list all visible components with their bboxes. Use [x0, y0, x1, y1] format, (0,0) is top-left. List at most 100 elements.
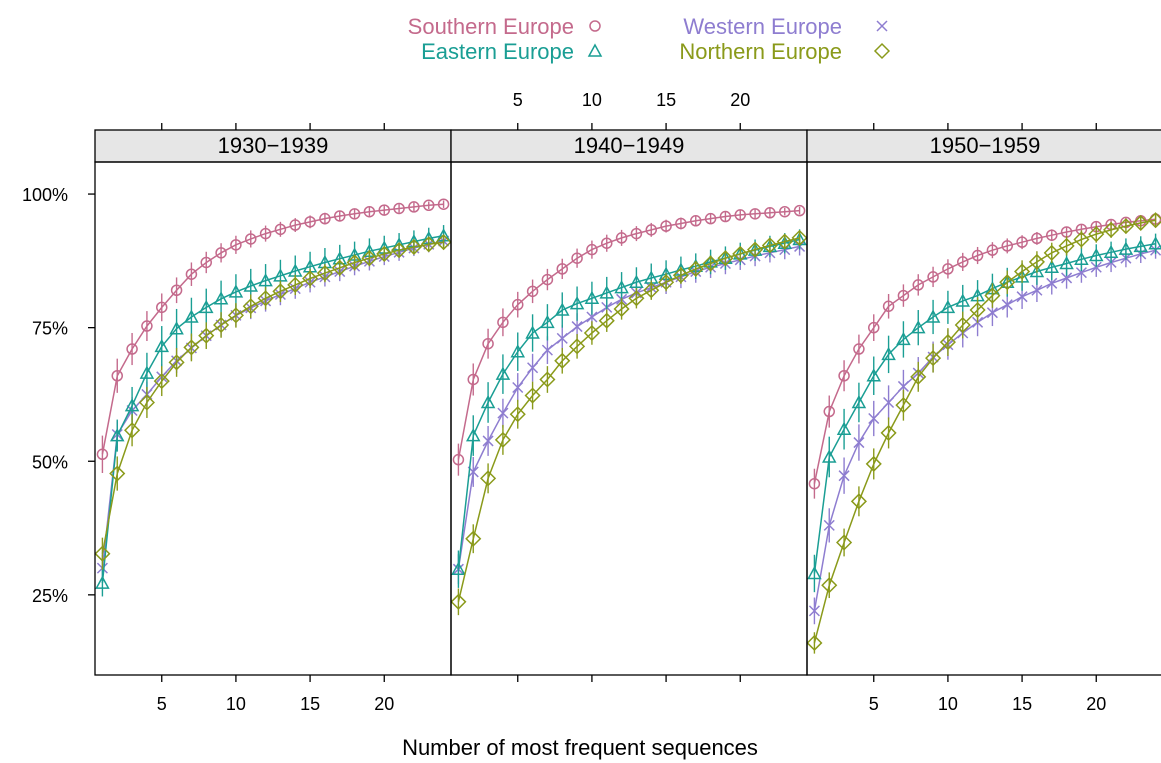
data-point	[452, 453, 465, 466]
series-line	[457, 238, 800, 570]
data-point	[614, 280, 629, 294]
series-line	[813, 219, 1156, 644]
data-point	[109, 428, 125, 442]
legend-label-northern-europe: Northern Europe	[679, 39, 842, 64]
series-line	[813, 218, 1156, 484]
panel-title: 1950−1959	[930, 133, 1041, 158]
data-point	[361, 250, 378, 267]
series-line	[457, 245, 800, 570]
data-point	[586, 311, 598, 323]
data-point	[257, 290, 274, 307]
data-point	[764, 207, 776, 219]
data-point	[153, 373, 170, 390]
series-western-europe	[96, 233, 450, 582]
data-point	[1103, 244, 1119, 259]
panel-title: 1930−1939	[218, 133, 329, 158]
data-point	[482, 337, 494, 350]
data-point	[1059, 255, 1074, 270]
data-point	[183, 339, 200, 356]
legend-label-western-europe: Western Europe	[683, 14, 842, 39]
data-point	[259, 227, 272, 240]
series-eastern-europe	[807, 233, 1161, 593]
data-point	[272, 283, 289, 300]
data-point	[717, 250, 734, 267]
series-line	[101, 240, 444, 569]
data-point	[747, 241, 764, 258]
data-point	[556, 332, 568, 344]
data-point	[704, 212, 717, 225]
data-point	[554, 302, 570, 316]
data-point	[939, 334, 956, 351]
data-point	[378, 204, 390, 216]
x-tick-label-top: 15	[656, 90, 676, 110]
x-tick-label: 15	[1012, 694, 1032, 714]
x-axis-label: Number of most frequent sequences	[402, 735, 758, 760]
data-point	[675, 217, 687, 230]
panel-strip	[450, 129, 808, 163]
data-point	[465, 428, 481, 442]
data-point	[732, 245, 749, 262]
data-point	[213, 316, 230, 334]
data-point	[823, 405, 835, 418]
data-point	[408, 201, 420, 213]
data-point	[423, 199, 435, 212]
data-point	[497, 407, 509, 419]
data-point	[1117, 218, 1134, 235]
x-tick-label: 15	[300, 694, 320, 714]
data-point	[779, 205, 791, 218]
x-tick-label: 5	[869, 694, 879, 714]
data-point	[658, 274, 675, 291]
data-point	[200, 256, 212, 269]
data-point	[376, 245, 393, 262]
data-point	[1118, 241, 1134, 255]
data-point	[615, 232, 628, 244]
data-point	[986, 307, 998, 319]
data-point	[791, 229, 808, 246]
data-point	[420, 236, 437, 253]
data-point	[215, 247, 227, 259]
data-point	[124, 422, 141, 439]
data-point	[1090, 261, 1102, 273]
data-point	[1043, 244, 1060, 261]
data-point	[999, 274, 1016, 291]
data-point	[1058, 237, 1075, 254]
data-point	[304, 216, 316, 228]
data-point	[850, 493, 867, 510]
legend-symbol-western-europe	[876, 20, 888, 32]
data-point	[969, 301, 986, 319]
data-point	[986, 244, 999, 256]
x-tick-label: 20	[374, 694, 394, 714]
data-point	[866, 368, 882, 382]
data-point	[645, 224, 657, 236]
x-tick-label-top: 5	[513, 90, 523, 110]
y-tick-label: 50%	[32, 452, 68, 472]
data-point	[761, 237, 778, 254]
data-point	[1103, 221, 1120, 238]
data-point	[957, 256, 969, 268]
data-point	[331, 259, 348, 276]
data-point	[228, 284, 244, 298]
series-northern-europe	[806, 212, 1161, 654]
data-point	[319, 212, 331, 225]
data-point	[853, 343, 865, 355]
data-point	[838, 370, 850, 382]
data-point	[287, 276, 304, 293]
data-point	[793, 204, 806, 217]
data-point	[630, 227, 643, 240]
data-point	[393, 202, 405, 215]
legend-label-southern-europe: Southern Europe	[408, 14, 574, 39]
data-point	[243, 278, 259, 292]
series-line	[101, 203, 444, 455]
data-point	[955, 293, 971, 307]
data-point	[497, 316, 509, 329]
y-tick-label: 100%	[22, 185, 68, 205]
data-point	[1001, 240, 1013, 252]
data-point	[954, 316, 971, 334]
data-point	[274, 223, 287, 236]
legend-symbol-northern-europe	[873, 42, 891, 60]
panel-strips: 1930−1939 1940−1949 1950−1959	[94, 129, 1161, 163]
x-tick-label: 5	[157, 694, 167, 714]
data-point	[836, 421, 852, 435]
data-point	[984, 287, 1001, 304]
series-line	[813, 243, 1156, 574]
